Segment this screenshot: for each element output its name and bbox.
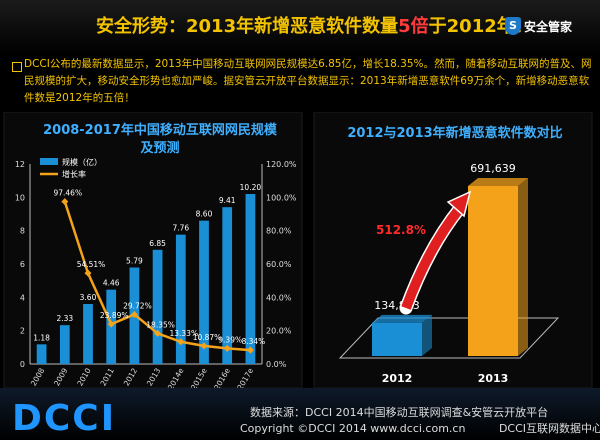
bar-top — [372, 314, 432, 323]
growth-label: 29.72% — [123, 301, 152, 310]
bar-value-label: 691,639 — [470, 162, 516, 175]
bar — [245, 194, 256, 364]
y-tick-label: 2 — [20, 327, 25, 336]
growth-point — [61, 198, 69, 206]
legend-swatch-bar — [40, 158, 58, 165]
growth-point — [130, 310, 138, 318]
bar-side — [422, 314, 432, 356]
bar-value-label: 4.46 — [103, 279, 120, 288]
x-tick-label: 2012 — [382, 372, 413, 385]
bar-value-label: 3.60 — [80, 293, 97, 302]
shield-icon: S — [505, 17, 521, 35]
square-bullet-icon — [12, 62, 22, 72]
bar — [468, 186, 518, 356]
growth-point — [84, 269, 92, 277]
intro-text: DCCI公布的最新数据显示，2013年中国移动互联网网民规模达6.85亿，增长1… — [24, 58, 592, 104]
y2-tick-label: 120.0% — [266, 160, 297, 169]
brand-label: 安全管家 — [524, 19, 573, 34]
right-chart-title: 2012与2013年新增恶意软件数对比 — [347, 126, 563, 141]
growth-label: 18.35% — [146, 320, 175, 329]
growth-label: 10.87% — [193, 333, 222, 342]
y2-tick-label: 20.0% — [266, 327, 292, 336]
y2-tick-label: 80.0% — [266, 227, 292, 236]
page-title: 安全形势：2013年新增恶意软件数量5倍于2012年！ — [96, 16, 533, 37]
bar-value-label: 5.79 — [126, 257, 143, 266]
y2-tick-label: 0.0% — [266, 360, 287, 369]
footer-band — [0, 388, 600, 440]
y2-tick-label: 100.0% — [266, 193, 297, 202]
y-tick-label: 0 — [20, 360, 25, 369]
copyright: Copyright ©DCCI 2014 www.dcci.com.cn DCC… — [240, 422, 600, 435]
legend-label-line: 增长率 — [62, 169, 86, 179]
growth-arrow-body — [401, 204, 464, 310]
floor-platform — [338, 317, 560, 359]
growth-annotation: 512.8% — [376, 223, 426, 237]
growth-label: 97.46% — [53, 189, 82, 198]
growth-point — [223, 344, 231, 352]
left-chart-title: 2008-2017年中国移动互联网网民规模及预测 — [43, 123, 277, 156]
growth-label: 23.89% — [100, 311, 129, 320]
legend-label-bar: 规模（亿） — [62, 157, 102, 167]
bar — [222, 207, 233, 364]
y-tick-label: 4 — [20, 293, 25, 302]
bar — [372, 322, 422, 356]
brand: S 安全管家 — [505, 17, 572, 35]
y-tick-label: 10 — [15, 193, 25, 202]
growth-label: 54.51% — [77, 260, 106, 269]
y2-tick-label: 40.0% — [266, 293, 292, 302]
y-tick-label: 6 — [20, 260, 25, 269]
bar-value-label: 7.76 — [172, 224, 189, 233]
bar-top — [468, 178, 528, 186]
bar-value-label: 9.41 — [219, 196, 236, 205]
growth-point — [177, 338, 185, 346]
bar — [175, 234, 186, 364]
growth-arrow-head — [446, 190, 472, 218]
bar-value-label: 6.85 — [149, 239, 166, 248]
growth-label: 8.34% — [241, 337, 265, 346]
data-source: 数据来源：DCCI 2014中国移动互联网调查&安管云开放平台 — [250, 406, 549, 419]
growth-point — [154, 329, 162, 337]
growth-point — [107, 320, 115, 328]
x-tick-label: 2013 — [478, 372, 509, 385]
bar — [199, 220, 209, 364]
bar-side — [518, 178, 528, 356]
header-bar — [0, 0, 600, 54]
dcci-logo: DCCI — [12, 398, 117, 439]
bar — [59, 325, 70, 364]
bar — [152, 249, 163, 364]
bar — [36, 344, 47, 364]
growth-label: 13.33% — [169, 329, 198, 338]
y-tick-label: 8 — [20, 227, 25, 236]
growth-label: 9.39% — [218, 335, 242, 344]
bar — [83, 304, 93, 364]
y2-tick-label: 60.0% — [266, 260, 292, 269]
bar-value-label: 1.18 — [33, 333, 50, 342]
growth-point — [200, 342, 208, 350]
left-chart: 0246810120.0%20.0%40.0%60.0%80.0%100.0%1… — [3, 112, 303, 388]
bar-value-label: 10.20 — [240, 183, 262, 192]
growth-point — [246, 346, 254, 354]
bar-value-label: 8.60 — [196, 210, 213, 219]
y-tick-label: 12 — [15, 160, 25, 169]
bar-value-label: 2.33 — [56, 314, 73, 323]
